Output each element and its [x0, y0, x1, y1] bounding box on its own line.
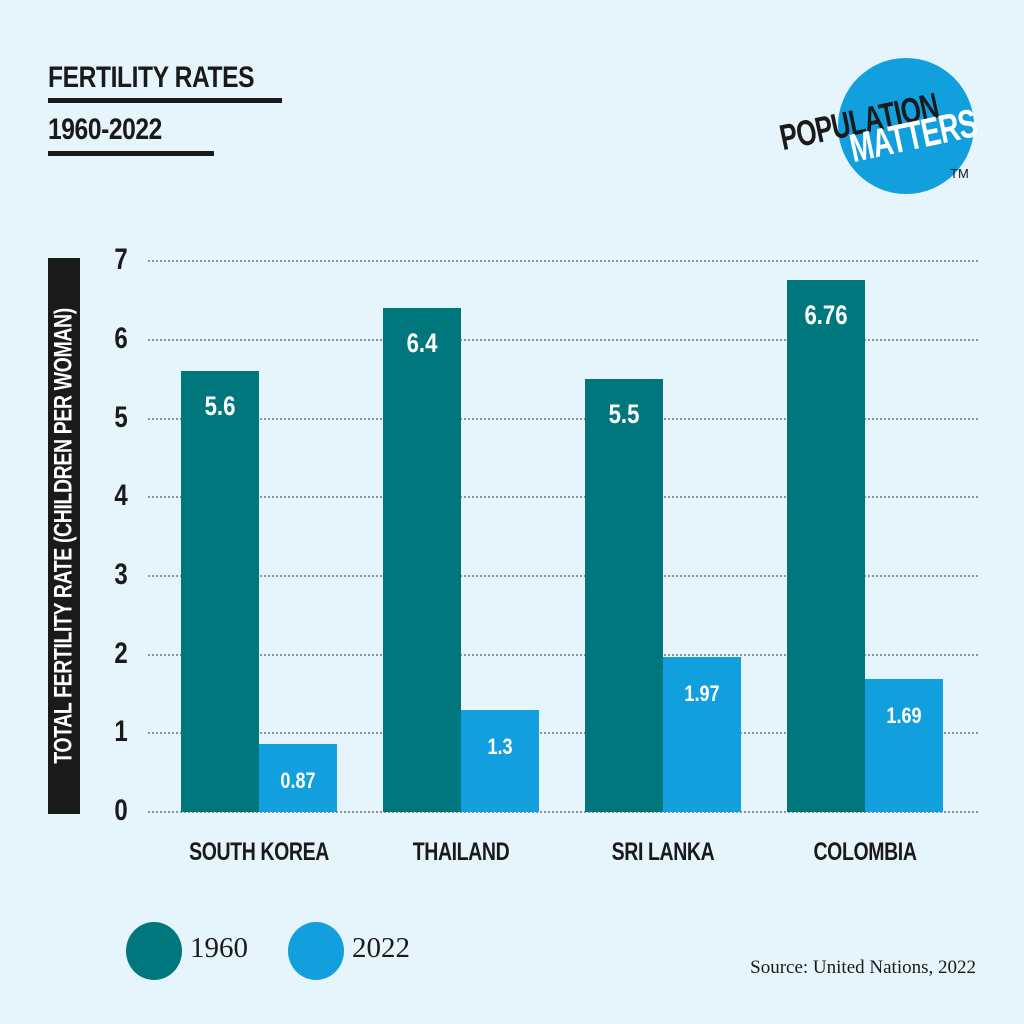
x-category-label: COLOMBIA — [813, 838, 917, 866]
y-tick-label: 2 — [114, 636, 128, 670]
y-tick-label: 0 — [114, 794, 128, 827]
x-category-label: THAILAND — [412, 838, 510, 866]
chart-title-line2: 1960-2022 — [48, 113, 162, 146]
bar-value-label: 1.97 — [684, 680, 720, 706]
bar-1960-south-korea: 5.6 — [181, 371, 259, 812]
bar-value-label: 0.87 — [280, 767, 316, 793]
legend-label-2022: 2022 — [352, 932, 410, 964]
gridline — [148, 338, 978, 341]
bar-1960-sri-lanka: 5.5 — [585, 379, 663, 812]
bar-value-label: 6.76 — [804, 299, 848, 330]
legend-label-1960: 1960 — [190, 932, 248, 964]
y-axis-title: TOTAL FERTILITY RATE (CHILDREN PER WOMAN… — [49, 308, 78, 764]
gridline — [148, 260, 978, 263]
bar-1960-thailand: 6.4 — [383, 308, 461, 812]
bar-1960-colombia: 6.76 — [787, 279, 865, 812]
gridline — [148, 732, 978, 735]
bar-value-label: 1.69 — [886, 702, 922, 728]
title-underline-1 — [48, 98, 282, 103]
chart-title-line1: FERTILITY RATES — [48, 61, 255, 94]
bar-2022-south-korea: 0.87 — [259, 743, 337, 812]
y-tick-label: 1 — [114, 715, 128, 749]
bar-2022-thailand: 1.3 — [461, 709, 539, 812]
bar-value-label: 1.3 — [487, 733, 513, 759]
logo-circle-icon — [838, 58, 974, 194]
y-tick-label: 6 — [114, 321, 128, 355]
bar-value-label: 5.6 — [204, 391, 236, 422]
gridline — [148, 811, 978, 813]
bar-value-label: 6.4 — [406, 328, 438, 359]
y-tick-label: 7 — [114, 243, 128, 277]
gridline — [148, 417, 978, 420]
x-category-label: SOUTH KOREA — [189, 838, 329, 866]
legend-swatch-1960 — [126, 922, 182, 980]
gridline — [148, 653, 978, 656]
y-tick-label: 4 — [114, 479, 128, 513]
bar-2022-colombia: 1.69 — [865, 678, 943, 812]
bar-2022-sri-lanka: 1.97 — [663, 656, 741, 812]
gridline — [148, 496, 978, 499]
y-tick-label: 3 — [114, 557, 128, 591]
x-category-label: SRI LANKA — [611, 838, 715, 866]
title-underline-2 — [48, 151, 214, 156]
legend-swatch-2022 — [288, 922, 344, 980]
y-axis-title-background — [48, 258, 80, 814]
bar-value-label: 5.5 — [608, 399, 640, 430]
trademark-symbol: TM — [950, 166, 969, 181]
gridline — [148, 574, 978, 577]
source-note: Source: United Nations, 2022 — [750, 957, 976, 978]
y-tick-label: 5 — [114, 400, 128, 434]
